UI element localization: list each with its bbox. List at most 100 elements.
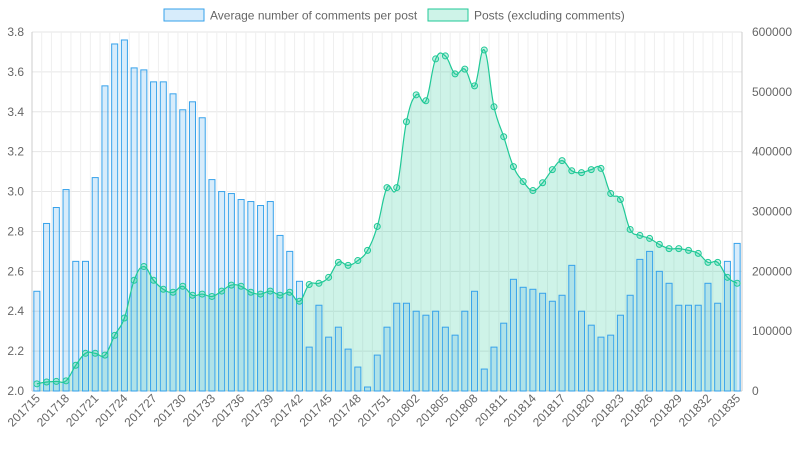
- left-tick-label: 2.4: [7, 304, 24, 318]
- posts-point: [295, 297, 303, 305]
- comments-bar: [723, 260, 731, 392]
- comments-bar: [402, 302, 410, 392]
- x-tick-label: 201835: [705, 391, 743, 429]
- comments-bar: [305, 346, 313, 392]
- posts-point: [208, 292, 216, 300]
- comments-bar: [509, 278, 517, 392]
- posts-point: [412, 91, 420, 99]
- left-tick-label: 2.8: [7, 224, 24, 238]
- posts-point: [704, 258, 712, 266]
- comments-bar: [188, 101, 196, 392]
- comments-bar: [72, 260, 80, 392]
- posts-point: [587, 166, 595, 174]
- comments-bar: [675, 304, 683, 392]
- comments-bar: [539, 292, 547, 392]
- comments-bar: [62, 189, 70, 392]
- posts-point: [383, 184, 391, 192]
- comments-bar: [43, 222, 51, 392]
- posts-point: [130, 276, 138, 284]
- posts-point: [159, 285, 167, 293]
- posts-point: [480, 46, 488, 54]
- comments-bar: [159, 81, 167, 392]
- legend-label-comments[interactable]: Average number of comments per post: [210, 9, 418, 23]
- comments-bar: [101, 85, 109, 392]
- posts-point: [257, 290, 265, 298]
- comments-bar: [500, 322, 508, 392]
- posts-point: [723, 273, 731, 281]
- posts-point: [626, 225, 634, 233]
- comments-bar: [373, 354, 381, 392]
- left-tick-label: 3.0: [7, 185, 24, 199]
- posts-point: [140, 263, 148, 271]
- legend: Average number of comments per post Post…: [163, 8, 625, 23]
- comments-bar: [626, 294, 634, 392]
- comments-bar: [665, 282, 673, 392]
- comments-bar: [315, 304, 323, 392]
- comments-bar: [422, 314, 430, 392]
- legend-swatch-comments[interactable]: [163, 8, 205, 22]
- comments-bar: [578, 310, 586, 392]
- posts-point: [43, 378, 51, 386]
- posts-point: [694, 249, 702, 257]
- comments-bar: [257, 205, 265, 392]
- comments-bar: [412, 310, 420, 392]
- posts-area-fill: [36, 49, 738, 392]
- posts-point: [188, 291, 196, 299]
- posts-point: [665, 245, 673, 253]
- posts-point: [578, 169, 586, 177]
- comments-bar: [169, 93, 177, 392]
- posts-point: [568, 167, 576, 175]
- posts-point: [91, 349, 99, 357]
- posts-point: [364, 246, 372, 254]
- posts-point: [72, 361, 80, 369]
- posts-point: [432, 55, 440, 63]
- comments-bar: [286, 250, 294, 392]
- left-tick-label: 3.6: [7, 65, 24, 79]
- comments-bar: [33, 290, 41, 392]
- comments-bar: [441, 326, 449, 392]
- posts-point: [597, 164, 605, 172]
- comments-bar: [383, 326, 391, 392]
- posts-point: [120, 314, 128, 322]
- comments-bar: [529, 288, 537, 392]
- posts-line-series: [33, 46, 741, 388]
- posts-point: [393, 184, 401, 192]
- comments-bar: [334, 326, 342, 392]
- posts-point: [655, 240, 663, 248]
- comments-bar: [694, 304, 702, 392]
- posts-point: [402, 118, 410, 126]
- posts-point: [325, 273, 333, 281]
- comments-bar: [568, 264, 576, 392]
- posts-point: [150, 276, 158, 284]
- legend-label-posts[interactable]: Posts (excluding comments): [474, 9, 625, 23]
- posts-point: [315, 279, 323, 287]
- comments-bar: [354, 366, 362, 392]
- comments-bar: [325, 336, 333, 392]
- comments-bar: [646, 250, 654, 392]
- posts-point: [509, 163, 517, 171]
- posts-point: [685, 246, 693, 254]
- comments-bar: [393, 302, 401, 392]
- right-tick-label: 100000: [752, 324, 792, 338]
- posts-point: [733, 279, 741, 287]
- comments-bar: [490, 346, 498, 392]
- comments-bar: [237, 199, 245, 392]
- posts-point: [616, 196, 624, 204]
- comments-bar: [81, 260, 90, 392]
- legend-swatch-posts[interactable]: [427, 8, 469, 22]
- comments-bar: [247, 201, 255, 392]
- posts-point: [179, 282, 187, 290]
- comments-bar: [52, 207, 60, 392]
- posts-point: [441, 52, 449, 60]
- posts-point: [33, 380, 41, 388]
- posts-point: [81, 349, 89, 357]
- posts-point: [636, 231, 644, 239]
- comments-bar: [91, 177, 99, 392]
- right-tick-label: 0: [752, 384, 759, 398]
- comments-bar: [227, 193, 235, 392]
- posts-area-series: [36, 49, 738, 392]
- left-tick-label: 2.6: [7, 264, 24, 278]
- left-tick-label: 3.2: [7, 145, 24, 159]
- comments-bar: [704, 282, 712, 392]
